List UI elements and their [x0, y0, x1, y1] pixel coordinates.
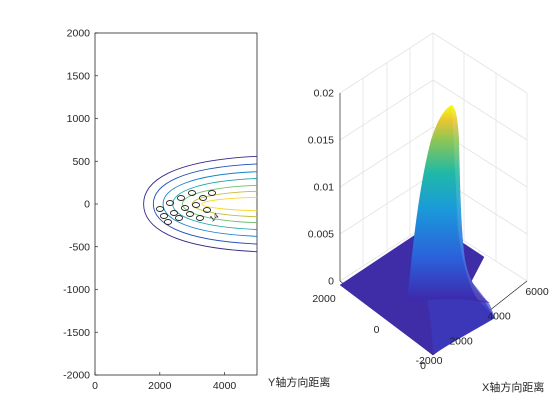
- contour-ticks: 0 2000 4000 2000 1500 1000 500 0 -500 -1000 -1500 -…: [63, 28, 236, 393]
- z-tick-label: 0.02: [314, 88, 335, 100]
- z-tick-label: 0: [328, 276, 334, 288]
- y-tick-label: 0: [374, 324, 380, 336]
- y-tick-label: 1000: [67, 113, 91, 125]
- x-tick-label: 0: [420, 360, 426, 372]
- contour-line: [172, 178, 257, 230]
- y-tick-label: 2000: [312, 293, 336, 305]
- contour-label-mark: [187, 190, 197, 196]
- contour-label-mark: [198, 195, 208, 201]
- z-tick-label: 0.005: [308, 229, 334, 241]
- contour-line: [201, 196, 257, 212]
- y-axis-label: Y轴方向距离: [268, 375, 330, 389]
- y-tick-label: 0: [84, 199, 90, 211]
- contour-label-mark: [163, 219, 173, 225]
- contour-label-mark: [174, 215, 184, 221]
- contour-label-mark: [180, 205, 190, 211]
- y-tick-label: -1500: [63, 327, 90, 339]
- contour-labels: 14: [155, 190, 221, 225]
- y-tick-label: -2000: [416, 355, 443, 367]
- x-tick-label: 2000: [148, 380, 172, 392]
- contour-label-mark: [185, 211, 195, 217]
- x-tick-label: 4000: [213, 380, 237, 392]
- contour-label-mark: [155, 206, 165, 212]
- x-axis-label: X轴方向距离: [482, 380, 544, 394]
- contour-label-mark: [176, 195, 186, 201]
- contour-label-mark: [169, 210, 179, 216]
- y-tick-label: -500: [69, 241, 90, 253]
- contour-label-mark: [202, 207, 212, 213]
- x-tick-label: 6000: [525, 286, 549, 298]
- x-tick-label: 4000: [487, 311, 511, 323]
- x-tick-label: 0: [92, 380, 98, 392]
- contour-line: [143, 155, 257, 253]
- surface-axes: 00.0050.010.0150.02020004000600020000-20…: [268, 32, 549, 394]
- surface-peak: [407, 105, 490, 303]
- y-tick-label: -2000: [63, 370, 90, 382]
- z-tick-label: 0.015: [308, 135, 334, 147]
- surface-peak-highlight: [452, 105, 490, 303]
- y-tick-label: 1500: [67, 70, 91, 82]
- contour-label-mark: [191, 202, 201, 208]
- y-tick-label: 2000: [67, 28, 91, 40]
- x-tick-label: 2000: [449, 335, 473, 347]
- y-tick-label: 500: [72, 156, 90, 168]
- contour-label-mark: [165, 200, 175, 206]
- z-tick-label: 0.01: [314, 182, 335, 194]
- surface-ticks: 00.0050.010.0150.02020004000600020000-20…: [308, 88, 549, 373]
- contour-line: [162, 171, 257, 237]
- contour-label-mark: [159, 213, 169, 219]
- contour-label-mark: [195, 215, 205, 221]
- y-tick-label: -1000: [63, 284, 90, 296]
- contour-line: [182, 184, 257, 224]
- contour-plot-area: [94, 32, 258, 376]
- contour-label-mark: [207, 190, 217, 196]
- contour-line: [152, 163, 257, 245]
- contour-axes: 14 0 2000 4000 2000 1500 1000 500 0 -500 -1000 -15…: [63, 28, 258, 393]
